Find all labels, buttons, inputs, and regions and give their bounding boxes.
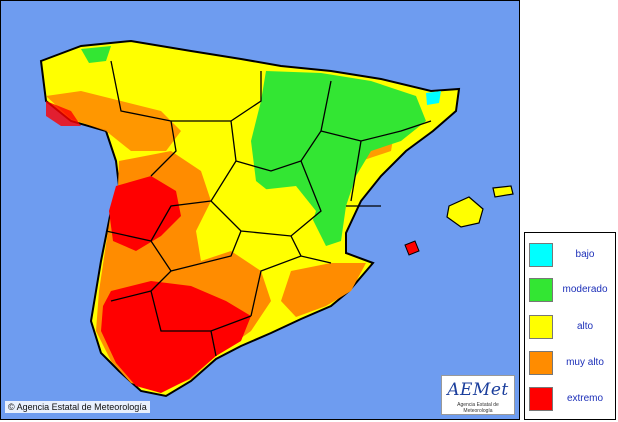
legend-swatch-bajo (529, 243, 553, 267)
risk-map: © Agencia Estatal de Meteorología AEMet … (0, 0, 520, 420)
legend-swatch-extremo (529, 387, 553, 411)
logo-mark: AEMet (447, 380, 509, 400)
island-ibiza (404, 240, 420, 256)
legend-label-moderado: moderado (562, 284, 608, 295)
risk-zone-bajo-pyrenees (426, 91, 441, 105)
legend-item-extremo: extremo (527, 387, 613, 413)
risk-zone-moderado-northwest (81, 46, 111, 63)
island-menorca (492, 185, 514, 198)
spain-risk-map-svg (39, 39, 514, 398)
risk-zone-alto-north (151, 76, 251, 131)
risk-zone-extremo-andalucia (101, 281, 251, 393)
province-boundaries (105, 60, 432, 357)
legend-label-alto: alto (576, 321, 594, 332)
aemet-logo: AEMet Agencia Estatal de Meteorología (441, 375, 515, 415)
risk-legend: bajo moderado alto muy alto extremo (524, 232, 616, 420)
map-credit: © Agencia Estatal de Meteorología (5, 401, 150, 413)
risk-zone-alto-madrid (251, 186, 316, 246)
legend-item-alto: alto (527, 315, 613, 341)
legend-item-bajo: bajo (527, 243, 613, 269)
risk-zone-extremo-galicia (46, 101, 81, 126)
legend-swatch-muy-alto (529, 351, 553, 375)
legend-item-moderado: moderado (527, 278, 613, 304)
legend-swatch-alto (529, 315, 553, 339)
legend-item-muy-alto: muy alto (527, 351, 613, 377)
risk-zone-muy-alto-southeast (281, 263, 366, 317)
risk-zone-muy-alto-north (46, 91, 181, 151)
legend-label-bajo: bajo (575, 249, 595, 260)
legend-swatch-moderado (529, 278, 553, 302)
legend-label-muy-alto: muy alto (566, 357, 604, 368)
logo-subtext: Agencia Estatal de Meteorología (457, 402, 499, 414)
risk-zone-extremo-extremadura (109, 176, 181, 251)
legend-label-extremo: extremo (566, 393, 604, 404)
island-mallorca (446, 196, 484, 228)
